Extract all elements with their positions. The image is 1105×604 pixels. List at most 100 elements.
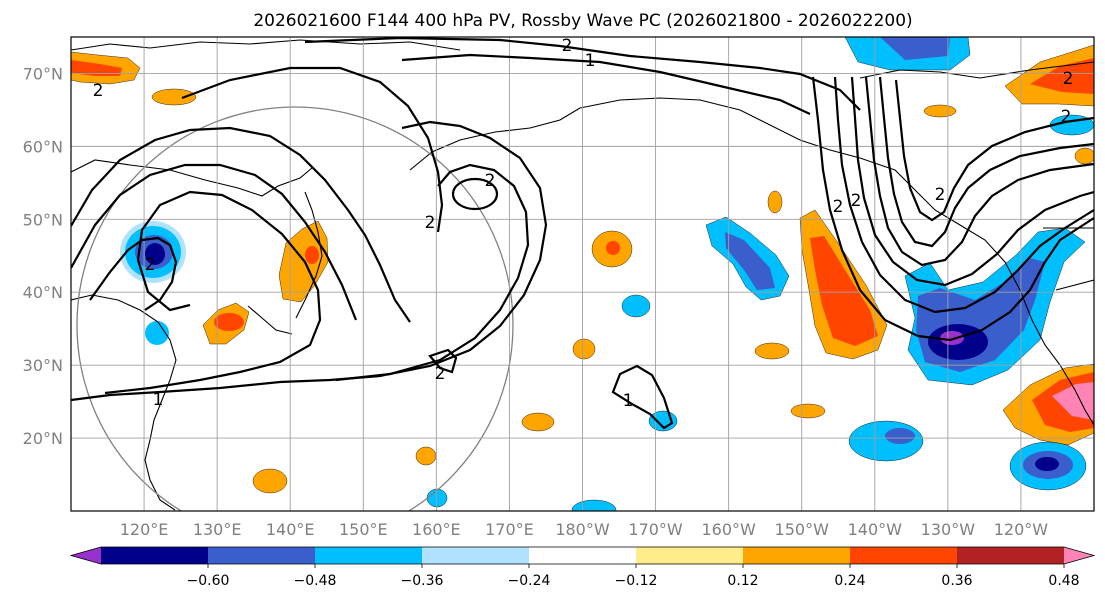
latitude-tick-label: 30°N: [23, 356, 63, 375]
pv-contour-top-2: [401, 53, 811, 115]
pv-contour-top-1: [304, 37, 861, 111]
chart-title: 2026021600 F144 400 hPa PV, Rossby Wave …: [253, 11, 912, 31]
pv-contour-small-loop: [451, 177, 499, 211]
contour-label: 2: [1061, 107, 1072, 127]
pv-contour-west-2: [71, 126, 411, 323]
anomaly-nw-core: [71, 60, 122, 76]
longitude-tick-label: 120°E: [120, 520, 169, 539]
contour-label: 2: [93, 81, 104, 101]
longitude-tick-label: 160°W: [701, 520, 756, 539]
map-panel: 2 1 2 2 2 2 2 1 1 2 2 2 2 2: [70, 36, 1095, 512]
contour-label: 2: [562, 36, 573, 56]
pv-contour-trough-4: [864, 76, 1094, 267]
anomaly-blob-h: [754, 342, 790, 360]
contour-label: 2: [851, 191, 862, 211]
latitude-labels: 70°N 60°N 50°N 40°N 30°N 20°N: [23, 64, 63, 448]
longitude-tick-label: 170°E: [485, 520, 534, 539]
anomaly-central-pos-core: [606, 241, 620, 255]
latitude-tick-label: 60°N: [23, 137, 63, 156]
anomaly-korea-core: [214, 313, 244, 331]
longitude-tick-label: 180°W: [555, 520, 610, 539]
pv-contour-trough-1: [811, 76, 1094, 342]
gridlines: [71, 37, 1094, 511]
latitude-tick-label: 40°N: [23, 283, 63, 302]
contour-label: 1: [585, 51, 596, 71]
colorbar-bin: [315, 547, 423, 564]
colorbar-bin: [957, 547, 1065, 564]
anomaly-blob-f: [426, 488, 448, 508]
colorbar-tick-label: 0.48: [1048, 573, 1079, 589]
map-frame: [70, 36, 1095, 512]
anomaly-blob-b: [521, 412, 555, 432]
colorbar-bin: [529, 547, 637, 564]
colorbar-tick-label: −0.60: [187, 573, 230, 589]
anomaly-ne-trough-core: [810, 236, 878, 346]
pv-contour-kamchatka: [181, 66, 444, 233]
contour-label: 1: [153, 390, 164, 410]
colorbar-extend-min: [71, 547, 101, 564]
contour-label: 2: [1063, 69, 1074, 89]
anomaly-beaufort-core: [1030, 58, 1094, 94]
contour-label: 2: [833, 197, 844, 217]
pv-contour-trough-6: [894, 79, 1094, 222]
pv-contour-west-1: [104, 190, 322, 395]
longitude-tick-label: 140°E: [266, 520, 315, 539]
anomaly-trop-neg-core: [1035, 457, 1059, 471]
colorbar-bin: [636, 547, 744, 564]
contour-label: 2: [485, 171, 496, 191]
pv-contour-west-4: [89, 236, 178, 311]
colorbar-tick-label: 0.36: [941, 573, 972, 589]
anomaly-ridge-dip-max: [940, 331, 964, 345]
colorbar-extend-max: [1064, 547, 1094, 564]
pv-contour-trough-2: [833, 76, 1094, 314]
colorbar-tick-label: −0.24: [508, 573, 551, 589]
anomaly-small-1: [151, 88, 197, 106]
anomaly-hawaii-neg-core: [885, 428, 915, 444]
contour-label: 2: [145, 255, 156, 275]
contour-label: 1: [623, 391, 634, 411]
longitude-tick-label: 160°E: [412, 520, 461, 539]
anomaly-blob-d: [415, 446, 437, 466]
colorbar: −0.60 −0.48 −0.36 −0.24 −0.12 0.12 0.24 0.36 0.4…: [69, 546, 1096, 589]
anomaly-blob-a: [572, 338, 596, 360]
anomaly-arctic-neg-core: [880, 37, 950, 60]
colorbar-bin: [101, 547, 209, 564]
anomaly-east-pac-neg-core: [725, 232, 775, 290]
pv-contour-west-3: [71, 163, 358, 321]
anomaly-japan-core: [305, 246, 319, 264]
anomaly-blob-e: [252, 468, 288, 494]
anomaly-blob-i: [790, 403, 826, 419]
anomaly-near-korea-neg: [145, 321, 169, 345]
longitude-tick-label: 130°W: [921, 520, 976, 539]
longitude-tick-label: 150°E: [339, 520, 388, 539]
anomaly-kuril-max: [145, 243, 165, 265]
longitude-tick-label: 120°W: [994, 520, 1049, 539]
pv-contour-trough-3: [850, 76, 1094, 287]
anomaly-baja-pink: [1052, 382, 1094, 420]
pv-contours: [71, 37, 1094, 430]
longitude-tick-label: 150°W: [775, 520, 830, 539]
longitude-tick-label: 170°W: [628, 520, 683, 539]
longitude-tick-label: 140°W: [848, 520, 903, 539]
colorbar-bin: [422, 547, 530, 564]
pv-contour-mid-1: [71, 120, 548, 402]
colorbar-bin: [850, 547, 958, 564]
coastlines: [71, 39, 1094, 511]
colorbar-tick-label: 0.24: [834, 573, 865, 589]
pv-contour-mid-2: [335, 163, 530, 382]
anomaly-beaufort-small: [923, 104, 957, 118]
longitude-labels: 120°E 130°E 140°E 150°E 160°E 170°E 180°W 170°W…: [120, 520, 1049, 539]
pv-contour-trough-5: [878, 76, 1094, 248]
latitude-tick-label: 50°N: [23, 210, 63, 229]
latitude-tick-label: 20°N: [23, 429, 63, 448]
anomaly-hawaii-neg: [848, 420, 924, 462]
colorbar-bin: [743, 547, 851, 564]
colorbar-bin: [208, 547, 316, 564]
anomaly-blob-g: [571, 499, 617, 511]
contour-label: 2: [935, 185, 946, 205]
colorbar-tick-label: −0.36: [401, 573, 444, 589]
colorbar-outline: [69, 546, 1096, 565]
colorbar-tick-label: −0.12: [615, 573, 658, 589]
pv-contour-mid-3: [428, 348, 458, 374]
